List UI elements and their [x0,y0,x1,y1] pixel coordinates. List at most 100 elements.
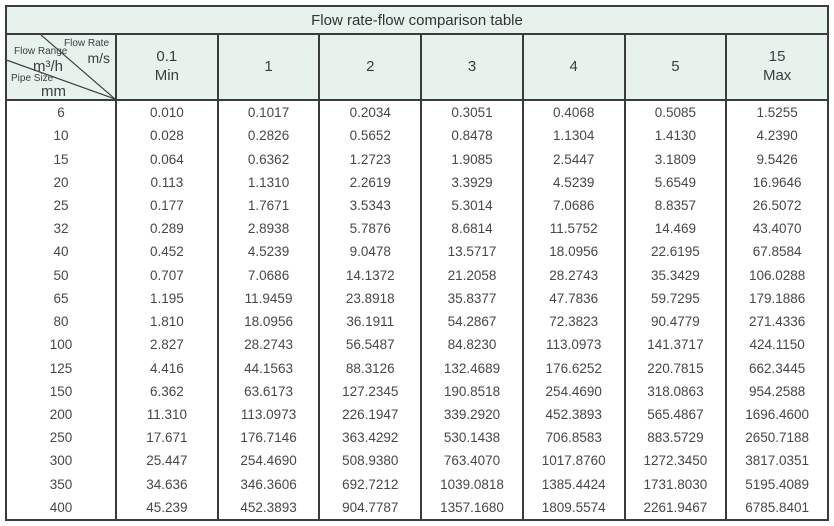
flow-value-cell: 190.8518 [420,379,522,403]
flow-value-cell: 1.5255 [725,101,827,125]
flow-value-cell: 452.3893 [216,495,319,519]
flow-value-cell: 0.2826 [216,124,319,148]
pipe-size-cell: 32 [7,217,115,241]
flow-value-cell: 1.7671 [216,193,319,218]
column-header-value: 15 [768,48,786,66]
flow-value-cell: 1.810 [115,309,217,334]
flow-value-cell: 17.671 [115,426,217,450]
flow-value-cell: 4.2390 [725,124,827,148]
flow-value-cell: 16.9646 [725,170,827,194]
flow-value-cell: 90.4779 [623,309,726,334]
column-header-sub: Max [762,67,792,84]
flow-value-cell: 0.5085 [623,101,726,125]
pipe-size-cell: 20 [7,170,115,194]
flow-value-cell: 176.6252 [521,356,624,380]
flow-value-cell: 2.827 [115,333,217,357]
flow-value-cell: 0.452 [115,240,217,264]
flow-value-cell: 2.8938 [216,217,319,241]
column-header-3: 3 [420,35,522,101]
flow-value-cell: 0.177 [115,193,217,218]
flow-value-cell: 11.9459 [216,286,319,310]
pipe-size-cell: 10 [7,124,115,148]
flow-value-cell: 0.289 [115,217,217,241]
diagonal-divider-lines [7,35,115,99]
flow-value-cell: 6785.8401 [725,495,827,519]
flow-value-cell: 1.1310 [216,170,319,194]
flow-value-cell: 28.2743 [521,263,624,287]
column-header-0-1: 0.1 Min [115,35,217,101]
flow-value-cell: 3.5343 [318,193,421,218]
pipe-size-unit: mm [41,83,66,100]
flow-value-cell: 56.5487 [318,333,421,357]
flow-value-cell: 1385.4424 [521,472,624,496]
flow-value-cell: 72.3823 [521,309,624,334]
flow-value-cell: 0.8478 [420,124,522,148]
flow-value-cell: 6.362 [115,379,217,403]
flow-value-cell: 2.5447 [521,147,624,171]
flow-value-cell: 106.0288 [725,263,827,287]
flow-value-cell: 44.1563 [216,356,319,380]
flow-value-cell: 45.239 [115,495,217,519]
flow-value-cell: 113.0973 [521,333,624,357]
flow-value-cell: 141.3717 [623,333,726,357]
flow-value-cell: 5195.4089 [725,472,827,496]
flow-value-cell: 7.0686 [521,193,624,218]
flow-value-cell: 26.5072 [725,193,827,218]
column-header-4: 4 [521,35,624,101]
flow-value-cell: 0.064 [115,147,217,171]
flow-value-cell: 220.7815 [623,356,726,380]
flow-value-cell: 35.3429 [623,263,726,287]
column-header-value: 0.1 [156,48,178,66]
flow-value-cell: 47.7836 [521,286,624,310]
pipe-size-cell: 6 [7,101,115,125]
flow-value-cell: 3817.0351 [725,449,827,473]
flow-value-cell: 113.0973 [216,402,319,427]
pipe-size-cell: 40 [7,240,115,264]
flow-value-cell: 1731.8030 [623,472,726,496]
flow-value-cell: 11.310 [115,402,217,427]
flow-value-cell: 0.2034 [318,101,421,125]
flow-value-cell: 339.2920 [420,402,522,427]
flow-value-cell: 254.4690 [521,379,624,403]
flow-value-cell: 3.1809 [623,147,726,171]
flow-value-cell: 9.0478 [318,240,421,264]
flow-value-cell: 9.5426 [725,147,827,171]
flow-value-cell: 692.7212 [318,472,421,496]
flow-value-cell: 35.8377 [420,286,522,310]
flow-value-cell: 346.3606 [216,472,319,496]
pipe-size-cell: 65 [7,286,115,310]
flow-value-cell: 0.707 [115,263,217,287]
flow-value-cell: 25.447 [115,449,217,473]
flow-value-cell: 763.4070 [420,449,522,473]
flow-value-cell: 4.416 [115,356,217,380]
flow-value-cell: 0.113 [115,170,217,194]
flow-value-cell: 452.3893 [521,402,624,427]
flow-value-cell: 34.636 [115,472,217,496]
flow-value-cell: 67.8584 [725,240,827,264]
flow-value-cell: 2.2619 [318,170,421,194]
flow-value-cell: 7.0686 [216,263,319,287]
flow-value-cell: 36.1911 [318,309,421,334]
column-header-sub: Min [154,67,179,84]
flow-value-cell: 0.4068 [521,101,624,125]
flow-value-cell: 0.1017 [216,101,319,125]
flow-value-cell: 0.3051 [420,101,522,125]
flow-value-cell: 883.5729 [623,426,726,450]
corner-header-cell: Flow Rate m/s Flow Range m³/h Pipe Size … [7,35,115,101]
flow-range-label: Flow Range [14,46,68,57]
flow-value-cell: 3.3929 [420,170,522,194]
flow-value-cell: 13.5717 [420,240,522,264]
pipe-size-cell: 150 [7,379,115,403]
column-header-value: 2 [366,57,375,75]
flow-value-cell: 5.7876 [318,217,421,241]
pipe-size-cell: 350 [7,472,115,496]
pipe-size-cell: 15 [7,147,115,171]
flow-value-cell: 8.6814 [420,217,522,241]
flow-value-cell: 5.6549 [623,170,726,194]
flow-value-cell: 23.8918 [318,286,421,310]
flow-value-cell: 226.1947 [318,402,421,427]
column-header-1: 1 [216,35,319,101]
flow-value-cell: 1017.8760 [521,449,624,473]
pipe-size-label: Pipe Size [11,73,54,84]
